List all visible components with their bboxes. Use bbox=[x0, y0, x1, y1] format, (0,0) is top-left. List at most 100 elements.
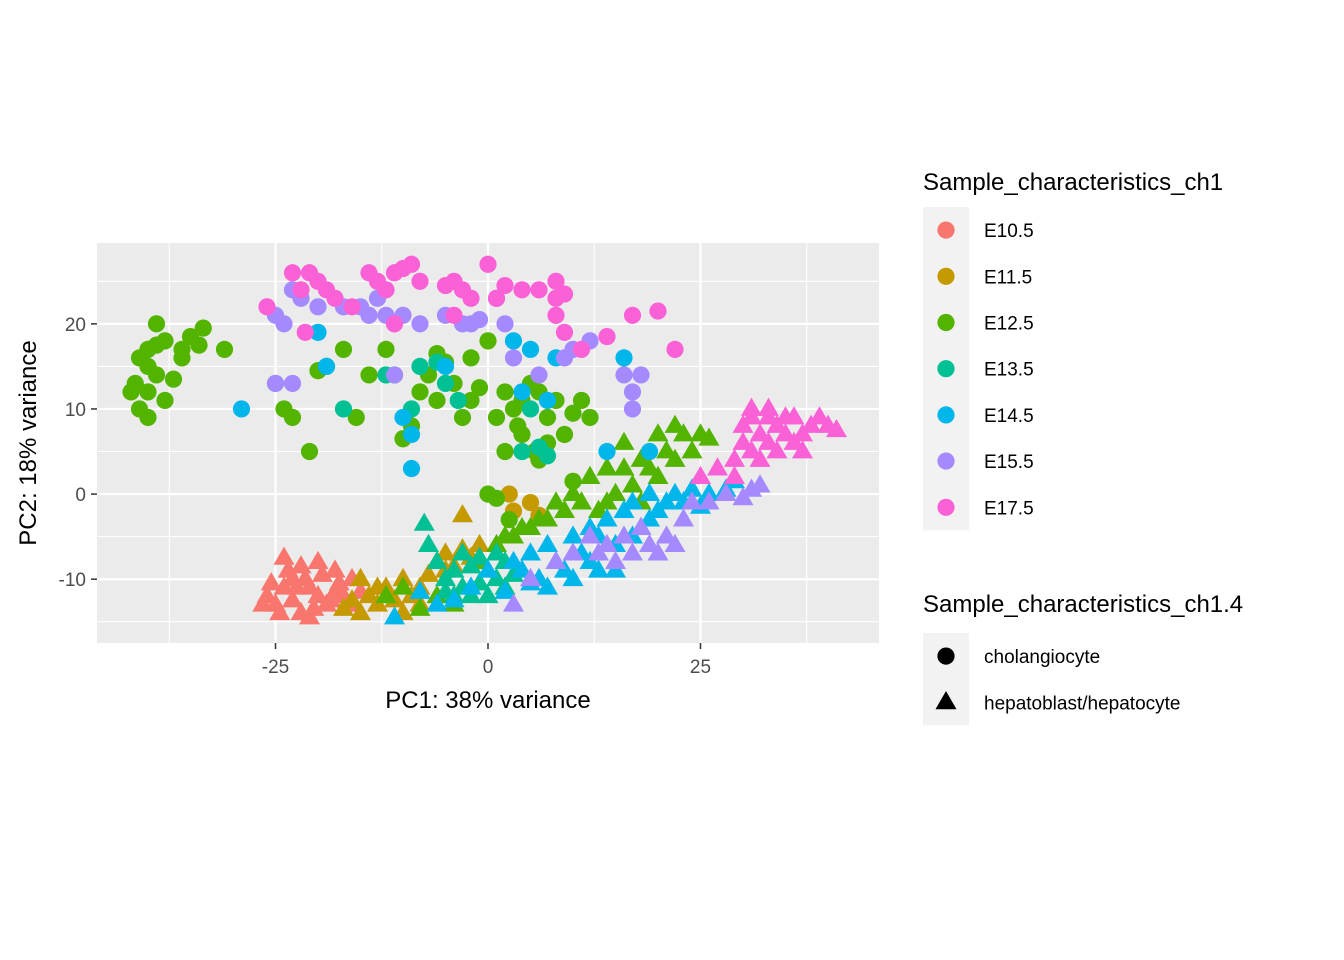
data-point-E10.5-hepatoblast bbox=[273, 546, 295, 565]
data-point-E14.5-hepatoblast bbox=[596, 508, 618, 527]
data-point-E13.5-hepatoblast bbox=[443, 559, 465, 578]
data-point-E13.5-hepatoblast bbox=[426, 550, 448, 570]
data-point-E12.5-hepatoblast bbox=[613, 431, 635, 450]
data-point-E15.5-cholangiocyte bbox=[360, 306, 378, 324]
data-point-E12.5-hepatoblast bbox=[656, 440, 677, 459]
data-point-E17.5-cholangiocyte bbox=[547, 306, 565, 324]
data-point-E17.5-cholangiocyte bbox=[326, 289, 344, 307]
data-point-E15.5-hepatoblast bbox=[588, 542, 609, 561]
x-axis-title: PC1: 38% variance bbox=[385, 687, 590, 714]
data-point-E10.5-hepatoblast bbox=[307, 584, 329, 604]
data-point-E12.5-cholangiocyte bbox=[462, 349, 480, 367]
data-point-E12.5-hepatoblast bbox=[562, 482, 584, 501]
data-point-E17.5-cholangiocyte bbox=[649, 302, 667, 320]
data-point-E12.5-hepatoblast bbox=[639, 457, 660, 476]
data-point-E12.5-cholangiocyte bbox=[479, 332, 497, 350]
data-point-E12.5-hepatoblast bbox=[392, 576, 414, 595]
data-point-E12.5-hepatoblast bbox=[698, 427, 720, 446]
data-point-E17.5-hepatoblast bbox=[792, 440, 813, 459]
data-point-E12.5-cholangiocyte bbox=[347, 408, 365, 427]
data-point-E17.5-cholangiocyte bbox=[666, 340, 684, 358]
data-point-E12.5-cholangiocyte bbox=[564, 404, 582, 422]
x-tick-label: 25 bbox=[690, 657, 711, 678]
data-point-E11.5-cholangiocyte bbox=[521, 493, 540, 512]
data-point-E12.5-cholangiocyte bbox=[462, 391, 480, 410]
data-point-E12.5-hepatoblast bbox=[494, 525, 516, 544]
data-point-E14.5-hepatoblast bbox=[562, 567, 584, 587]
data-point-E12.5-hepatoblast bbox=[630, 448, 652, 467]
data-point-E13.5-hepatoblast bbox=[452, 542, 473, 561]
data-point-E12.5-cholangiocyte bbox=[496, 383, 514, 401]
shape-legend-title: Sample_characteristics_ch1.4 bbox=[923, 591, 1243, 618]
data-point-E17.5-cholangiocyte bbox=[385, 315, 404, 333]
data-point-E12.5-cholangiocyte bbox=[360, 366, 378, 384]
color-legend-entries: E10.5 E11.5 E12.5 E13.5 E14.5 E15.5 E17.5 bbox=[937, 221, 1034, 519]
data-point-E17.5-cholangiocyte bbox=[292, 281, 310, 299]
data-point-E11.5-hepatoblast bbox=[469, 533, 490, 553]
y-axis-title: PC2: 18% variance bbox=[15, 340, 42, 545]
data-point-E17.5-cholangiocyte bbox=[530, 281, 548, 299]
data-point-E15.5-cholangiocyte bbox=[411, 315, 429, 333]
data-point-E14.5-cholangiocyte bbox=[317, 357, 336, 376]
data-point-E17.5-hepatoblast bbox=[749, 448, 771, 467]
data-point-E12.5-hepatoblast bbox=[622, 474, 643, 493]
data-point-E17.5-hepatoblast bbox=[766, 440, 788, 459]
data-point-E13.5-cholangiocyte bbox=[411, 357, 429, 376]
data-point-E17.5-hepatoblast bbox=[758, 397, 779, 416]
data-point-E17.5-cholangiocyte bbox=[258, 298, 276, 316]
data-point-E17.5-cholangiocyte bbox=[343, 298, 361, 316]
data-point-E12.5-hepatoblast bbox=[673, 423, 694, 442]
data-point-E15.5-hepatoblast bbox=[630, 516, 652, 536]
data-point-E12.5-cholangiocyte bbox=[496, 442, 514, 461]
y-tick-label: -10 bbox=[59, 570, 86, 591]
data-point-E14.5-cholangiocyte bbox=[513, 383, 531, 401]
data-point-E12.5-hepatoblast bbox=[579, 465, 601, 484]
data-point-E14.5-hepatoblast bbox=[537, 576, 558, 595]
data-point-E11.5-hepatoblast bbox=[350, 601, 371, 621]
data-point-E12.5-cholangiocyte bbox=[139, 383, 157, 401]
x-tick-label: 0 bbox=[483, 657, 494, 678]
color-legend-label: E13.5 bbox=[984, 360, 1034, 381]
data-point-E11.5-hepatoblast bbox=[341, 589, 363, 608]
x-tick-label: -25 bbox=[262, 657, 289, 678]
data-point-E15.5-hepatoblast bbox=[579, 525, 601, 544]
data-point-E12.5-hepatoblast bbox=[647, 465, 669, 484]
data-point-E11.5-hepatoblast bbox=[367, 576, 388, 595]
data-point-E12.5-cholangiocyte bbox=[139, 408, 157, 427]
data-point-E14.5-hepatoblast bbox=[537, 533, 558, 553]
shape-legend-entries: cholangiocyte hepatoblast/hepatocyte bbox=[935, 647, 1181, 714]
data-point-E17.5-cholangiocyte bbox=[445, 306, 463, 324]
data-point-E13.5-hepatoblast bbox=[418, 533, 439, 553]
x-axis-ticks: -25 0 25 bbox=[262, 643, 711, 678]
data-point-E10.5-hepatoblast bbox=[282, 589, 303, 608]
data-point-E17.5-hepatoblast bbox=[775, 423, 796, 442]
data-point-E12.5-cholangiocyte bbox=[283, 408, 302, 427]
data-point-E14.5-hepatoblast bbox=[494, 580, 516, 599]
data-point-E15.5-hepatoblast bbox=[562, 542, 584, 561]
data-point-E15.5-hepatoblast bbox=[647, 542, 669, 561]
data-point-E13.5-hepatoblast bbox=[469, 546, 490, 565]
data-point-E12.5-hepatoblast bbox=[647, 423, 669, 442]
data-point-E17.5-hepatoblast bbox=[783, 431, 805, 450]
data-point-E12.5-cholangiocyte bbox=[538, 408, 557, 427]
data-point-E13.5-hepatoblast bbox=[435, 580, 456, 599]
data-point-E15.5-cholangiocyte bbox=[266, 374, 285, 393]
data-point-E12.5-cholangiocyte bbox=[581, 408, 599, 427]
data-point-E12.5-cholangiocyte bbox=[147, 336, 166, 354]
data-point-E12.5-cholangiocyte bbox=[572, 391, 591, 410]
data-point-E14.5-hepatoblast bbox=[639, 482, 660, 501]
data-point-E14.5-cholangiocyte bbox=[402, 459, 421, 478]
data-point-E12.5-cholangiocyte bbox=[453, 408, 472, 427]
data-point-E15.5-hepatoblast bbox=[749, 474, 771, 493]
data-point-E10.5-hepatoblast bbox=[320, 589, 342, 608]
color-legend-title: Sample_characteristics_ch1 bbox=[923, 169, 1223, 196]
color-legend-key-E13.5 bbox=[937, 360, 955, 378]
data-point-E12.5-cholangiocyte bbox=[215, 340, 234, 358]
data-points bbox=[122, 255, 847, 625]
data-point-E12.5-cholangiocyte bbox=[173, 349, 191, 367]
data-point-E15.5-hepatoblast bbox=[681, 491, 703, 510]
color-legend-label: E17.5 bbox=[984, 498, 1034, 519]
data-point-E14.5-cholangiocyte bbox=[538, 391, 557, 410]
data-point-E17.5-hepatoblast bbox=[707, 457, 728, 476]
data-point-E17.5-hepatoblast bbox=[809, 406, 830, 425]
